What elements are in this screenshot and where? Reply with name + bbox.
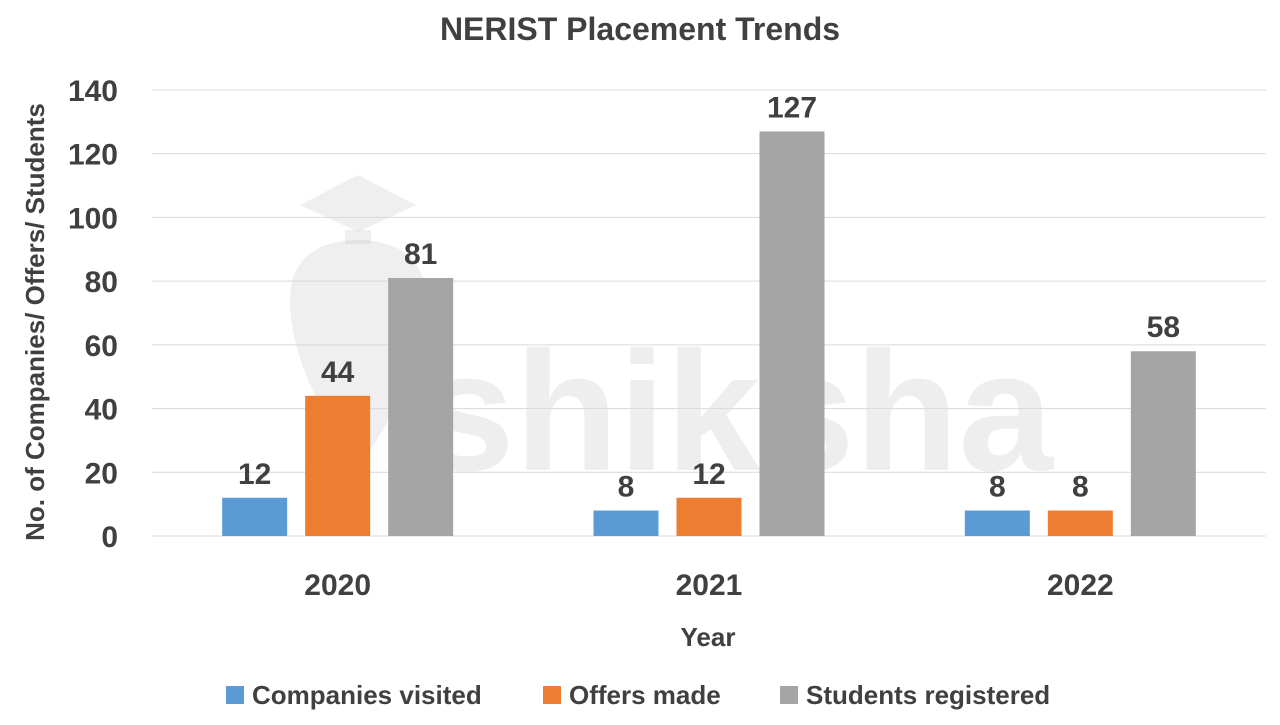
legend-swatch xyxy=(226,686,244,704)
data-labels: 12 44 81 8 12 127 8 8 58 xyxy=(238,91,1180,503)
bar-value-label: 8 xyxy=(1072,471,1089,504)
bar xyxy=(1130,351,1196,536)
watermark-text: shiksha xyxy=(420,317,1055,507)
y-axis-label: No. of Companies/ Offers/ Students xyxy=(20,103,50,541)
x-tick-label: 2020 xyxy=(304,569,371,602)
legend-label: Students registered xyxy=(806,680,1050,710)
legend-label: Offers made xyxy=(569,680,721,710)
bar-value-label: 44 xyxy=(321,356,355,389)
legend-swatch xyxy=(780,686,798,704)
legend: Companies visited Offers made Students reg… xyxy=(226,680,1050,710)
y-tick-label: 100 xyxy=(68,202,118,235)
y-tick-label: 140 xyxy=(68,75,118,108)
y-tick-label: 80 xyxy=(85,266,118,299)
bar-value-label: 12 xyxy=(238,458,271,491)
x-axis-ticks: 2020 2021 2022 xyxy=(304,569,1113,602)
y-tick-label: 120 xyxy=(68,139,118,172)
bar xyxy=(593,510,659,536)
bar xyxy=(759,131,825,536)
y-tick-label: 20 xyxy=(85,457,118,490)
bar xyxy=(388,277,454,536)
y-tick-label: 40 xyxy=(85,394,118,427)
legend-swatch xyxy=(543,686,561,704)
bar-value-label: 127 xyxy=(767,91,817,124)
bar xyxy=(676,497,742,536)
bar xyxy=(964,510,1030,536)
bar xyxy=(305,395,371,536)
bar-value-label: 8 xyxy=(989,471,1006,504)
bar-value-label: 8 xyxy=(618,471,635,504)
x-axis-label: Year xyxy=(681,622,736,652)
bars xyxy=(222,131,1196,536)
x-tick-label: 2021 xyxy=(676,569,743,602)
x-tick-label: 2022 xyxy=(1047,569,1114,602)
legend-label: Companies visited xyxy=(252,680,482,710)
y-tick-label: 60 xyxy=(85,330,118,363)
bar xyxy=(1047,510,1113,536)
bar-value-label: 58 xyxy=(1147,311,1180,344)
y-tick-label: 0 xyxy=(101,521,118,554)
bar xyxy=(222,497,288,536)
bar-value-label: 12 xyxy=(692,458,725,491)
chart-title: NERIST Placement Trends xyxy=(440,11,840,47)
bar-value-label: 81 xyxy=(404,238,437,271)
y-axis-ticks: 0 20 40 60 80 100 120 140 xyxy=(68,75,118,554)
